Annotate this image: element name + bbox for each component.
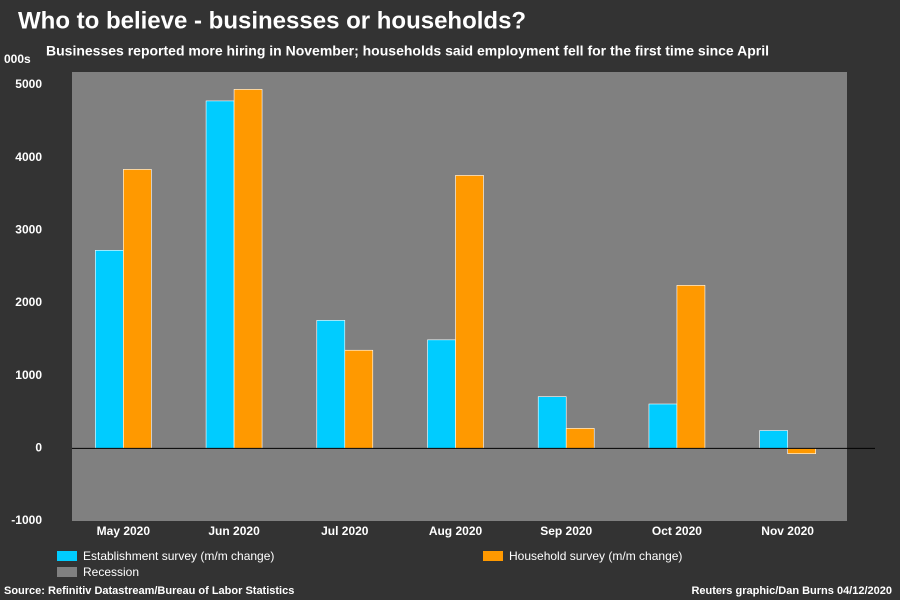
y-tick-label: 5000 [15, 77, 42, 91]
y-tick-label: 1000 [15, 368, 42, 382]
bar [205, 100, 235, 449]
x-tick-label: Nov 2020 [761, 524, 814, 538]
x-tick-label: Aug 2020 [429, 524, 483, 538]
bar [427, 339, 456, 449]
y-tick-label: -1000 [11, 513, 42, 527]
x-tick-label: May 2020 [97, 524, 151, 538]
x-tick-label: Oct 2020 [652, 524, 702, 538]
legend-swatch [483, 551, 503, 561]
source: Source: Refinitiv Datastream/Bureau of L… [4, 585, 294, 597]
x-tick-label: Jun 2020 [208, 524, 260, 538]
bar [344, 349, 374, 449]
bar [787, 448, 816, 455]
bar [455, 175, 484, 449]
y-tick-label: 3000 [15, 223, 42, 237]
x-tick-label: Jul 2020 [321, 524, 369, 538]
chart-title: Who to believe - businesses or household… [18, 7, 526, 34]
y-tick-label: 2000 [15, 295, 42, 309]
bar [537, 396, 567, 449]
legend-swatch [57, 551, 77, 561]
bar [565, 428, 595, 449]
legend-swatch [57, 567, 77, 577]
y-axis-label: 000s [4, 52, 31, 66]
legend-label: Recession [83, 565, 139, 579]
legend-label: Establishment survey (m/m change) [83, 549, 274, 563]
bar [676, 285, 706, 449]
bar [648, 403, 678, 449]
bar [316, 320, 346, 449]
bar [95, 250, 124, 449]
y-tick-label: 4000 [15, 150, 42, 164]
bar [233, 89, 263, 449]
bar [123, 169, 152, 449]
chart-subtitle: Businesses reported more hiring in Novem… [46, 43, 769, 59]
y-tick-label: 0 [35, 441, 42, 455]
bar [759, 430, 788, 449]
legend-label: Household survey (m/m change) [509, 549, 682, 563]
x-tick-label: Sep 2020 [540, 524, 592, 538]
credit: Reuters graphic/Dan Burns 04/12/2020 [691, 585, 892, 597]
